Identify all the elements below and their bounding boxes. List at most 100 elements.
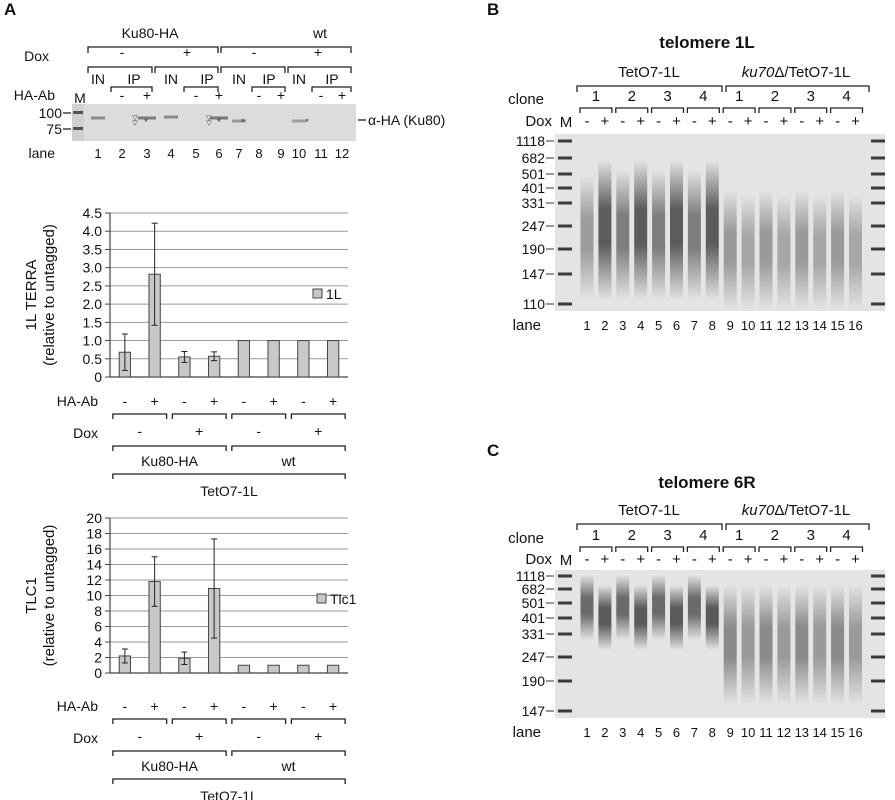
gel-c-clone-label: clone — [508, 530, 544, 547]
gel-b-lane-smear — [670, 160, 683, 300]
gel-c-dox-sign: - — [585, 551, 590, 568]
gel-b-clone-bracket — [829, 107, 864, 113]
blot-in-label: IN — [232, 71, 246, 87]
blot-lane-number: 8 — [255, 146, 262, 161]
chart1-haab-sign: + — [270, 393, 278, 409]
chart2-group-bracket — [231, 750, 346, 756]
gel-c-strain-left: TetO7-1L — [618, 502, 680, 519]
gel-c-mw-label: 190 — [522, 673, 546, 689]
gel-c-dox-sign: + — [672, 551, 681, 568]
gel-c-clone-bracket — [615, 546, 649, 552]
gel-b-strain-left: TetO7-1L — [618, 64, 680, 81]
gel-c-clone-number: 4 — [842, 527, 850, 544]
gel-c-marker-band — [871, 709, 885, 713]
chart1-dox-sign: - — [256, 423, 261, 439]
gel-c-marker-band — [871, 587, 885, 591]
blot-band-label: α-HA (Ku80) — [368, 112, 445, 128]
gel-c-lane-smear — [652, 575, 666, 640]
chart2-legend-swatch — [316, 593, 327, 604]
gel-b-lane-number: 11 — [759, 318, 773, 333]
gel-b-dox-sign: + — [636, 113, 645, 130]
gel-c-lane-smear — [580, 575, 594, 640]
gel-c-dox-sign: + — [744, 551, 753, 568]
gel-c-clone-number: 4 — [699, 527, 707, 544]
gel-b-dox-sign: + — [815, 113, 824, 130]
gel-b-marker-band — [871, 156, 885, 160]
gel-c-strain-bracket — [576, 523, 723, 530]
blot-ip-label: IP — [325, 71, 338, 87]
blot-group-bracket — [220, 46, 352, 53]
blot-mw-label: 75 — [46, 121, 62, 137]
blot-group-label: Ku80-HA — [122, 25, 179, 41]
gel-b-clone-bracket — [794, 107, 828, 113]
gel-b-clone-bracket — [686, 107, 720, 113]
chart1-ylabel-sub: (relative to untagged) — [41, 224, 58, 366]
gel-c-clone-number: 3 — [807, 527, 815, 544]
blot-haab-sign: + — [277, 87, 285, 103]
gel-c-marker-band — [558, 616, 572, 620]
blot-membrane — [72, 104, 356, 141]
blot-ip-label: IP — [200, 71, 213, 87]
gel-c-lane-number: 15 — [830, 725, 844, 740]
gel-c-clone-number: 2 — [628, 527, 636, 544]
chart2-ytick-label: 2 — [94, 650, 102, 666]
gel-c-lane-label: lane — [513, 724, 541, 741]
gel-b-mw-label: 190 — [522, 241, 546, 257]
gel-b-dox-sign: - — [656, 113, 661, 130]
chart1-strain-bracket — [112, 473, 346, 479]
gel-c-mw-label: 147 — [522, 703, 546, 719]
blot-lane-number: 7 — [235, 146, 242, 161]
gel-c-dox-sign: + — [780, 551, 789, 568]
chart2-group-label: wt — [281, 758, 296, 774]
chart2-haab-bracket — [171, 718, 227, 724]
gel-c-dox-sign: + — [815, 551, 824, 568]
gel-b-dox-sign: + — [851, 113, 860, 130]
gel-b-mw-label: 682 — [522, 150, 546, 166]
chart1-haab-label: HA-Ab — [57, 393, 98, 409]
gel-b-lane-number: 14 — [812, 318, 826, 333]
blot-band — [232, 119, 246, 123]
gel-c-lane-smear — [813, 585, 827, 705]
chart2-ytick-label: 14 — [86, 557, 102, 573]
gel-b-mw-label: 247 — [522, 218, 546, 234]
blot-lane-number: 11 — [314, 146, 328, 161]
blot-ip-bracket — [311, 86, 352, 92]
gel-c-mw-label: 401 — [522, 610, 546, 626]
chart1-ytick-label: 0 — [94, 369, 102, 385]
gel-b-lane-number: 12 — [777, 318, 791, 333]
gel-c-lane-number: 6 — [673, 725, 680, 740]
gel-c-clone-bracket — [794, 546, 828, 552]
gel-c-marker-band — [871, 679, 885, 683]
blot-marker-band — [73, 127, 83, 130]
blot-dox-bracket — [287, 66, 352, 73]
gel-b-dox-label: Dox — [525, 113, 552, 130]
gel-c-marker-band — [558, 574, 572, 578]
blot-lane-number: 10 — [292, 146, 306, 161]
chart2-haab-sign: - — [301, 698, 306, 714]
gel-c-lane-smear — [598, 585, 612, 650]
gel-c-dox-sign: - — [692, 551, 697, 568]
gel-c-dox-sign: - — [620, 551, 625, 568]
blot-ip-bracket — [183, 86, 219, 92]
gel-c-lane-number: 13 — [795, 725, 809, 740]
blot-dox-sign: + — [314, 44, 322, 60]
blot-group-label: wt — [312, 25, 327, 41]
gel-c-clone-bracket — [686, 546, 720, 552]
gel-c-marker-band — [558, 632, 572, 636]
gel-b-lane-number: 6 — [673, 318, 680, 333]
blot-marker-band — [73, 111, 83, 114]
chart2-ytick-label: 18 — [86, 526, 102, 542]
blot-lane-number: 9 — [277, 146, 284, 161]
chart2-haab-sign: + — [329, 698, 337, 714]
gel-b-marker-band — [558, 302, 572, 306]
blot-arrowhead: ▽ — [132, 115, 138, 122]
blot-haab-sign: - — [194, 87, 199, 103]
blot-in-label: IN — [164, 71, 178, 87]
gel-c-lane-number: 2 — [601, 725, 608, 740]
gel-b-strain-bracket — [576, 85, 723, 92]
gel-b-lane-number: 15 — [830, 318, 844, 333]
chart2-strain-bracket — [112, 778, 346, 784]
chart2-ylabel: TLC1 — [23, 577, 40, 614]
chart1-haab-sign: + — [151, 393, 159, 409]
gel-c-lane-smear — [616, 575, 630, 640]
